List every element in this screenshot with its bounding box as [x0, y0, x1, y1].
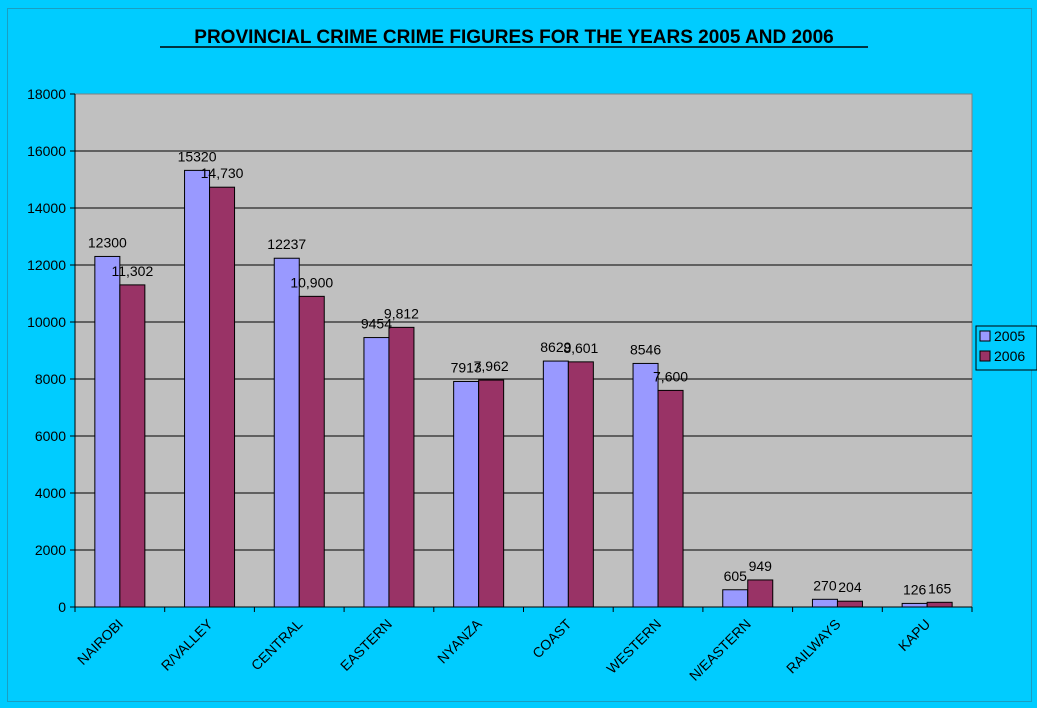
data-label-2005: 126 [903, 581, 927, 597]
bar-2005 [632, 362, 659, 608]
data-label-2005: 605 [724, 568, 748, 584]
bar-2005 [811, 598, 838, 608]
bar-2006 [209, 186, 236, 608]
y-tick-label: 12000 [27, 257, 66, 273]
bar-2005 [542, 360, 569, 608]
data-label-2005: 9454 [361, 316, 392, 332]
y-tick-label: 14000 [27, 200, 66, 216]
x-tick-label: WESTERN [603, 616, 664, 677]
data-label-2006: 204 [838, 579, 862, 595]
x-tick-label: RAILWAYS [783, 616, 844, 677]
bar-2006 [478, 379, 505, 608]
y-tick-label: 4000 [35, 485, 66, 501]
data-label-2006: 8,601 [563, 340, 598, 356]
x-tick-label: EASTERN [337, 616, 395, 674]
y-tick-label: 6000 [35, 428, 66, 444]
bar-2006 [747, 579, 774, 608]
y-tick-label: 16000 [27, 143, 66, 159]
data-label-2006: 11,302 [111, 263, 153, 279]
bar-2005 [722, 589, 749, 608]
y-tick-label: 10000 [27, 314, 66, 330]
bar-2006 [119, 284, 146, 608]
data-label-2006: 949 [749, 558, 773, 574]
x-tick-label: CENTRAL [248, 616, 306, 674]
bar-2006 [298, 295, 325, 608]
bar-2006 [657, 389, 684, 608]
bar-2005 [363, 337, 390, 608]
x-tick-label: NAIROBI [74, 616, 126, 668]
x-tick-label: KAPU [895, 616, 933, 654]
x-tick-label: N/EASTERN [686, 616, 754, 684]
bar-2005 [94, 255, 121, 608]
bar-2006 [836, 600, 863, 608]
data-label-2005: 7913 [451, 359, 482, 375]
data-label-2006: 165 [928, 580, 952, 596]
x-tick-label: R/VALLEY [158, 615, 216, 673]
bar-2006 [388, 326, 415, 608]
bar-2006 [567, 361, 594, 608]
bar-2005 [184, 169, 211, 608]
y-tick-label: 8000 [35, 371, 66, 387]
legend-label-2006: 2006 [994, 348, 1025, 364]
data-label-2005: 8629 [540, 339, 571, 355]
bar-2005 [453, 380, 480, 608]
data-label-2006: 10,900 [290, 274, 333, 290]
legend-label-2005: 2005 [994, 328, 1025, 344]
y-tick-label: 2000 [35, 542, 66, 558]
bar-2005 [901, 602, 928, 608]
bar-2006 [926, 601, 953, 608]
data-label-2005: 15320 [178, 148, 217, 164]
x-tick-label: NYANZA [434, 615, 485, 666]
data-label-2006: 14,730 [201, 165, 244, 181]
bars-layer [94, 169, 953, 608]
data-label-2006: 7,600 [653, 368, 688, 384]
data-label-2005: 8546 [630, 341, 661, 357]
chart-title: PROVINCIAL CRIME CRIME FIGURES FOR THE Y… [194, 27, 833, 48]
legend-swatch-2006 [979, 350, 991, 362]
data-label-2006: 7,962 [474, 358, 509, 374]
bar-2005 [273, 257, 300, 608]
legend: 2005 2006 [975, 325, 1037, 371]
y-tick-label: 0 [58, 599, 66, 615]
data-label-2005: 270 [813, 577, 837, 593]
y-tick-label: 18000 [27, 86, 66, 102]
x-tick-label: COAST [529, 615, 575, 661]
data-label-2006: 9,812 [384, 305, 419, 321]
data-label-2005: 12237 [267, 236, 306, 252]
data-label-2005: 12300 [88, 234, 127, 250]
legend-swatch-2005 [979, 330, 991, 342]
